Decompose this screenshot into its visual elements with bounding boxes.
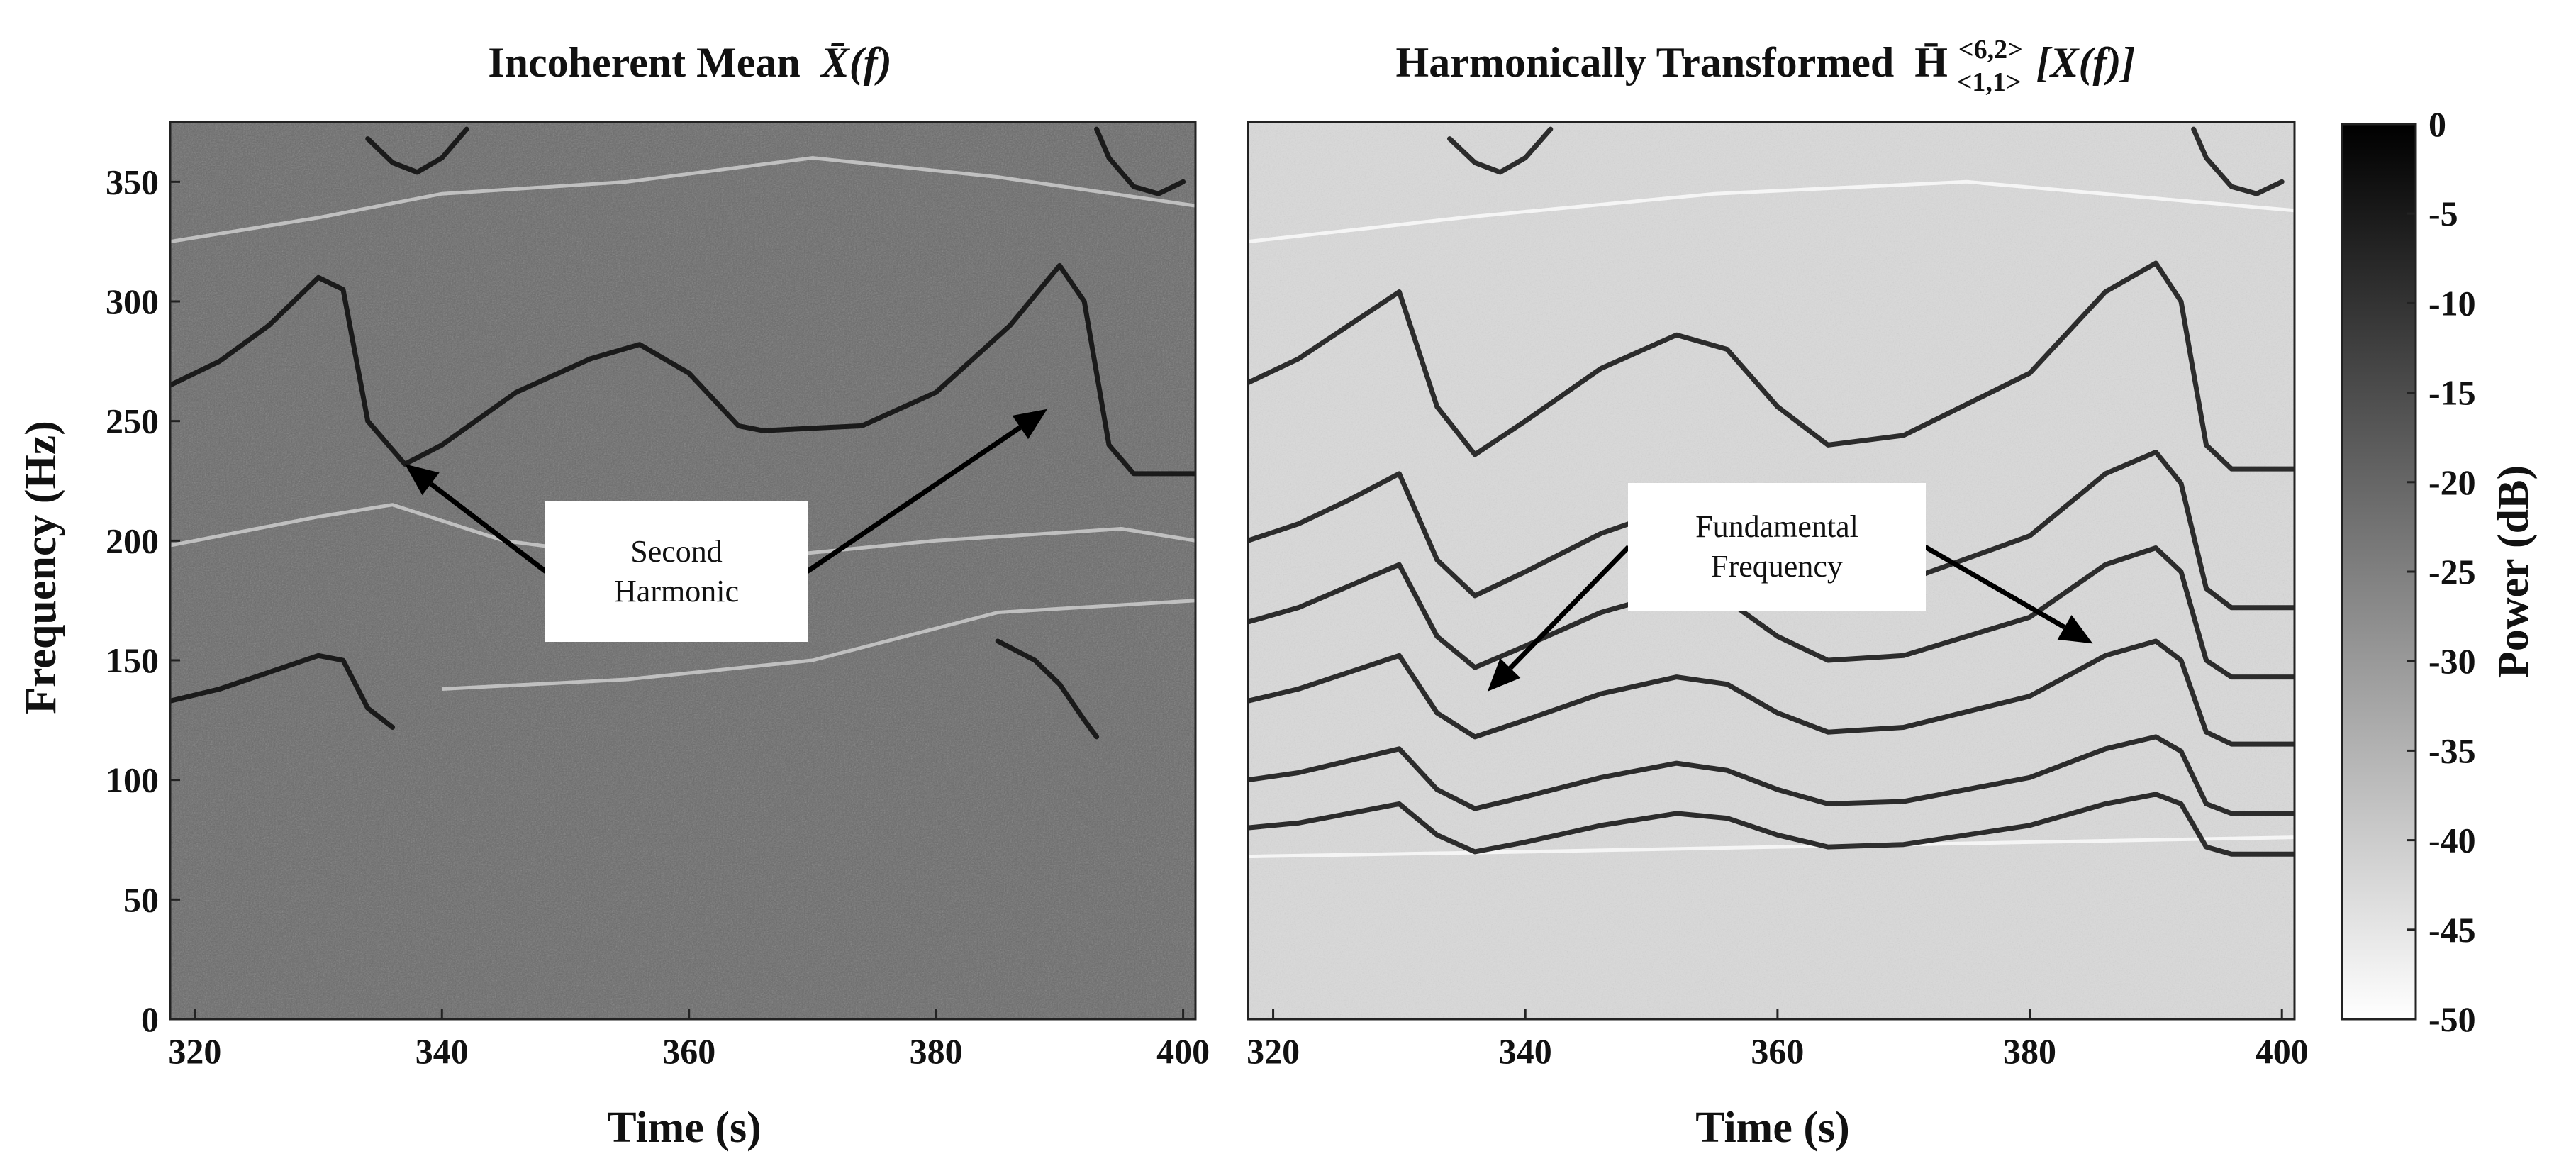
fundamental-frequency-callout: Fundamental Frequency — [1487, 483, 2093, 692]
x-tick-label: 340 — [416, 1031, 469, 1071]
colorbar-tick-label: -25 — [2429, 552, 2476, 592]
plot-frame — [169, 121, 1197, 1021]
heatmap-traces — [1248, 126, 2295, 859]
left-y-axis-label: Frequency (Hz) — [17, 421, 65, 714]
colorbar-tick-label: -50 — [2429, 999, 2476, 1039]
x-tick-label: 400 — [2256, 1031, 2309, 1071]
x-tick-label: 360 — [662, 1031, 715, 1071]
harmonic-trace-3 — [365, 126, 469, 175]
harmonic-trace-0 — [1248, 638, 2295, 747]
x-tick-label: 320 — [1247, 1031, 1300, 1071]
right-title-subscript: <1,1> — [1957, 67, 2022, 97]
colorbar-tick-label: -5 — [2429, 194, 2458, 233]
harmonic-trace-4 — [1248, 792, 2295, 857]
left-panel-title: Incoherent Mean X̄(f) — [488, 39, 891, 86]
x-tick-label: 380 — [910, 1031, 963, 1071]
left-x-axis-label: Time (s) — [607, 1104, 762, 1152]
plot-frame — [1247, 121, 2296, 1021]
right-panel-title: Harmonically Transformed H̄ <6,2> <1,1> … — [1396, 21, 2136, 100]
left-title-math: X̄(f) — [820, 39, 892, 86]
callout-arrow-head — [2057, 615, 2093, 644]
colorbar-tick-label: -45 — [2429, 910, 2476, 950]
colorbar-tick-label: -15 — [2429, 373, 2476, 413]
y-tick-label: 0 — [141, 999, 159, 1039]
callout-arrow-head — [405, 464, 440, 496]
harmonic-trace-5 — [1248, 545, 2295, 680]
callout-arrow-shaft — [805, 425, 1022, 574]
colorbar-label: Power (dB) — [2489, 465, 2538, 678]
callout-text-line: Fundamental — [1695, 509, 1858, 544]
right-x-axis-label: Time (s) — [1695, 1104, 1850, 1152]
y-tick-label: 100 — [106, 760, 159, 800]
callout-arrow-head — [1487, 657, 1521, 692]
colorbar: 0 -5 -10 -15 -20 -25 -30 -35 -40 -45 -50 Power (dB… — [2341, 104, 2538, 1039]
colorbar-tick-label: -30 — [2429, 641, 2476, 681]
right-x-ticks: 320 340 360 380 400 — [1247, 1009, 2309, 1071]
right-title-math: H̄ — [1914, 39, 1948, 86]
x-tick-label: 380 — [2003, 1031, 2056, 1071]
callout-text-line: Harmonic — [614, 574, 739, 609]
callout-box — [1628, 483, 1926, 611]
light-harmonic-trace-0 — [170, 156, 1195, 244]
x-tick-label: 400 — [1156, 1031, 1210, 1071]
colorbar-gradient — [2341, 123, 2417, 1021]
light-harmonic-trace-1 — [1248, 179, 2295, 244]
colorbar-tick-label: 0 — [2429, 104, 2446, 144]
callout-text-line: Second — [630, 534, 723, 569]
harmonic-trace-1 — [170, 653, 396, 730]
y-tick-label: 200 — [106, 521, 159, 560]
left-x-ticks: 320 340 360 380 400 — [168, 1009, 1210, 1071]
callout-arrow-shaft — [1508, 545, 1631, 670]
colorbar-tick-label: -35 — [2429, 731, 2476, 770]
colorbar-tick-label: -20 — [2429, 462, 2476, 502]
x-tick-label: 340 — [1499, 1031, 1552, 1071]
y-tick-label: 350 — [106, 162, 159, 201]
right-title-superscript: <6,2> — [1958, 35, 2023, 65]
right-title-text: Harmonically Transformed — [1396, 39, 1895, 86]
colorbar-tick-label: -40 — [2429, 821, 2476, 860]
y-tick-label: 250 — [106, 401, 159, 441]
light-harmonic-trace-2 — [442, 599, 1195, 691]
y-tick-label: 50 — [123, 879, 159, 919]
callout-arrow-shaft — [1924, 544, 2066, 630]
harmonic-trace-2 — [995, 638, 1100, 740]
left-y-ticks: 0 50 100 150 200 250 300 350 — [106, 162, 180, 1039]
harmonic-trace-0 — [170, 262, 1195, 477]
harmonic-trace-3 — [1248, 734, 2295, 816]
harmonic-trace-2 — [1248, 260, 2295, 472]
y-tick-label: 300 — [106, 282, 159, 321]
right-spectrogram-panel: Harmonically Transformed H̄ <6,2> <1,1> … — [1247, 21, 2309, 1152]
colorbar-ticks: 0 -5 -10 -15 -20 -25 -30 -35 -40 -45 -50 — [2407, 104, 2476, 1039]
harmonic-trace-4 — [1094, 126, 1186, 196]
harmonic-trace-7 — [2191, 126, 2285, 196]
left-spectrogram-panel: Incoherent Mean X̄(f) 0 50 100 150 200 250 300… — [17, 39, 1210, 1152]
colorbar-tick-label: -10 — [2429, 283, 2476, 323]
callout-text-line: Frequency — [1711, 549, 1843, 584]
left-title-text: Incoherent Mean — [488, 39, 801, 86]
heatmap-traces — [170, 126, 1195, 740]
light-harmonic-trace-0 — [1248, 835, 2295, 859]
harmonic-trace-6 — [1447, 126, 1554, 175]
callout-arrow-head — [1012, 409, 1047, 440]
callout-box — [545, 501, 808, 642]
y-tick-label: 150 — [106, 640, 159, 680]
x-tick-label: 320 — [168, 1031, 221, 1071]
callout-arrow-shaft — [429, 482, 548, 574]
x-tick-label: 360 — [1751, 1031, 1804, 1071]
second-harmonic-callout: Second Harmonic — [405, 409, 1047, 642]
right-title-suffix: [X(f)] — [2036, 39, 2136, 86]
